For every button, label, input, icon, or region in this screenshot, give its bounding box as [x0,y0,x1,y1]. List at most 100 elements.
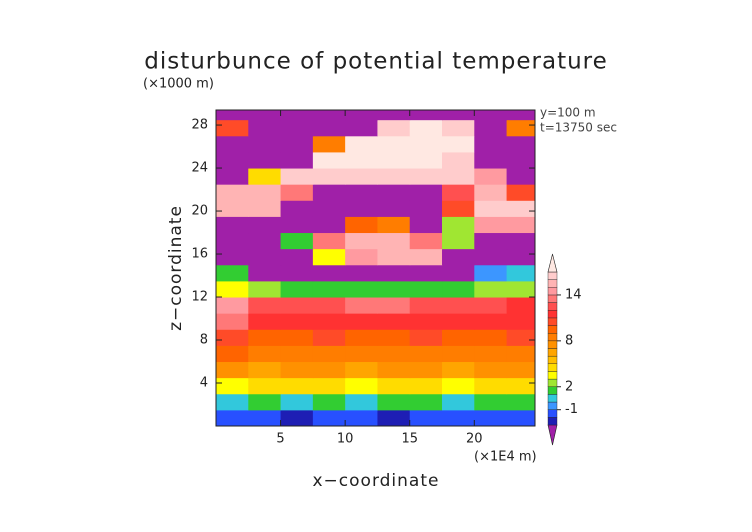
field-cell [377,184,411,201]
field-cell [312,393,346,411]
field-cell [248,168,282,185]
field-cell [280,232,314,250]
field-cell [474,184,508,201]
colorbar-over [547,253,558,273]
field-cell [345,168,378,185]
field-cell [377,377,411,395]
field-cell [312,216,346,234]
field-cell [442,216,475,234]
field-cell [216,110,249,121]
field-cell [506,232,535,250]
field-cell [377,345,411,363]
field-cell [442,361,475,379]
colorbar-band [547,294,558,303]
field-cell [506,168,535,185]
field-cell [377,151,411,169]
y-axis-title: z−coordinate [166,205,186,331]
field-cell [442,409,475,426]
field-cell [345,297,378,314]
field-cell [506,329,535,346]
colorbar-band [547,363,558,372]
field-cell [248,216,282,234]
field-cell [409,409,443,426]
colorbar-band [547,394,558,403]
field-cell [312,280,346,298]
field-cell [442,313,475,330]
field-cell [442,248,475,266]
field-cell [506,393,535,411]
field-cell [345,151,378,169]
field-cell [377,313,411,330]
field-cell [506,248,535,266]
field-cell [442,280,475,298]
field-cell [345,264,378,282]
field-cell [345,110,378,121]
field-cell [216,377,249,395]
field-cell [248,409,282,426]
field-cell [216,361,249,379]
field-cell [377,248,411,266]
field-cell [216,135,249,153]
field-cell [409,313,443,330]
field-cell [409,216,443,234]
field-cell [409,184,443,201]
colorbar-band [547,386,558,395]
field-cell [345,329,378,346]
field-cell [312,168,346,185]
field-cell [312,409,346,426]
field-cell [280,329,314,346]
field-cell [442,232,475,250]
field-cell [312,297,346,314]
field-cell [216,393,249,411]
field-cell [312,345,346,363]
field-cell [506,377,535,395]
colorbar-label: 8 [565,333,573,348]
field-cell [216,248,249,266]
field-cell [280,200,314,217]
field-cell [409,264,443,282]
field-cell [474,329,508,346]
field-cell [474,280,508,298]
field-cell [248,393,282,411]
field-cell [377,393,411,411]
field-cell [280,377,314,395]
field-cell [506,216,535,234]
field-cell [280,168,314,185]
field-cell [442,264,475,282]
field-cell [474,232,508,250]
field-cell [506,119,535,137]
field-cell [442,200,475,217]
field-cell [280,184,314,201]
y-tick-label: 28 [191,118,208,133]
field-cell [216,264,249,282]
field-cell [409,232,443,250]
field-cell [409,345,443,363]
field-cell [280,297,314,314]
field-cell [312,377,346,395]
field-cell [345,200,378,217]
field-cell [442,151,475,169]
x-tick-label: 20 [466,432,483,447]
field-cell [474,297,508,314]
colorbar-band [547,302,558,311]
colorbar-band [547,287,558,296]
field-cell [474,264,508,282]
field-cell [312,200,346,217]
colorbar-band [547,310,558,319]
field-cell [248,361,282,379]
field-cell [474,110,508,121]
field-cell [345,248,378,266]
field-cell [409,377,443,395]
field-cell [248,184,282,201]
colorbar-band [547,325,558,334]
x-tick-label: 15 [401,432,418,447]
field-cell [506,264,535,282]
field-cell [312,119,346,137]
field-cell [474,409,508,426]
colorbar-label: 2 [565,379,573,394]
field-cell [312,135,346,153]
field-cell [377,264,411,282]
field-cell [312,151,346,169]
field-cell [345,393,378,411]
field-cell [248,200,282,217]
